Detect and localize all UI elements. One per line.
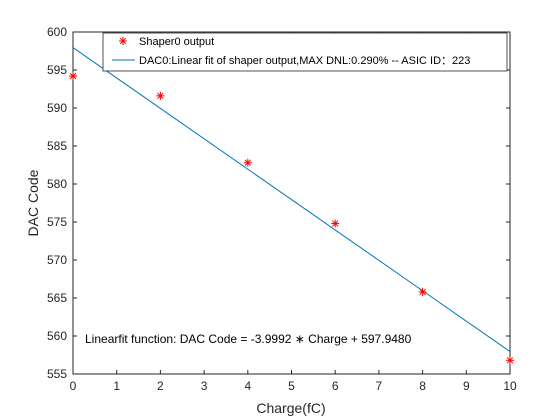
- data-point-stroke: [244, 159, 251, 166]
- data-point-stroke: [506, 357, 514, 364]
- legend-marker-shaper0-output: [119, 37, 127, 45]
- y-tick-label: 590: [47, 101, 67, 115]
- x-tick-label: 9: [463, 379, 470, 393]
- y-axis-title: DAC Code: [25, 169, 41, 236]
- legend-box: [102, 32, 508, 72]
- x-tick-label: 3: [201, 379, 208, 393]
- data-point-stroke: [69, 72, 77, 80]
- data-point: [418, 287, 427, 296]
- y-tick-label: 575: [47, 215, 67, 229]
- x-tick-label: 4: [244, 379, 251, 393]
- y-tick-label: 580: [47, 177, 67, 191]
- data-point-stroke: [419, 288, 426, 296]
- x-tick-label: 2: [157, 379, 164, 393]
- legend-label-shaper0-output: Shaper0 output: [139, 36, 214, 48]
- plot-area: [72, 31, 511, 375]
- data-point: [331, 219, 340, 228]
- legend-label-linear-fit: DAC0:Linear fit of shaper output,MAX DNL…: [139, 55, 470, 67]
- linear-fit-line: [72, 47, 511, 352]
- y-tick-label: 565: [47, 291, 67, 305]
- x-tick-label: 10: [503, 379, 517, 393]
- data-point: [506, 356, 514, 365]
- y-tick-label: 600: [47, 25, 67, 39]
- data-point: [243, 158, 252, 167]
- fit-function-annotation: Linearfit function: DAC Code = -3.9992 ∗…: [85, 332, 412, 346]
- y-tick-label: 570: [47, 253, 67, 267]
- x-axis-title: Charge(fC): [256, 400, 325, 416]
- x-tick-label: 6: [332, 379, 339, 393]
- data-point-stroke: [332, 220, 339, 227]
- y-tick-label: 560: [47, 329, 67, 343]
- x-tick-label: 8: [419, 379, 426, 393]
- x-tick-label: 0: [70, 379, 77, 393]
- data-point: [156, 91, 165, 100]
- y-tick-label: 585: [47, 139, 67, 153]
- legend: Shaper0 output DAC0:Linear fit of shaper…: [102, 32, 508, 72]
- y-tick-label: 595: [47, 63, 67, 77]
- x-tick-label: 7: [376, 379, 383, 393]
- data-point-stroke: [157, 92, 164, 100]
- data-point: [69, 72, 77, 81]
- legend-marker-shaper0-output-stroke: [119, 37, 127, 45]
- x-tick-label: 1: [113, 379, 120, 393]
- x-tick-label: 5: [288, 379, 295, 393]
- y-tick-label: 555: [47, 367, 67, 381]
